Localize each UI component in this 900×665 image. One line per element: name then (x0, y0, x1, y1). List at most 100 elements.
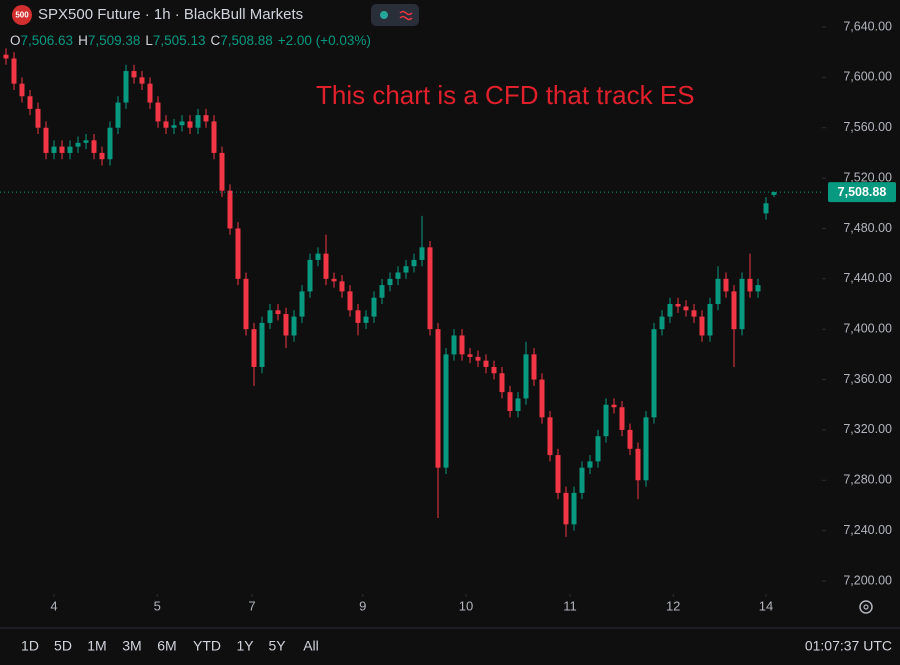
range-button[interactable]: 5D (54, 638, 72, 654)
candle-body (43, 127, 49, 153)
symbol-title: SPX500 Future · 1h · BlackBull Markets (38, 6, 303, 23)
range-button[interactable]: 1Y (236, 638, 254, 654)
candle-body (763, 203, 769, 214)
candle-body (219, 152, 225, 191)
candle-body (467, 354, 473, 357)
plot-area: 7,200.00 7,240.00 7,280.00 7,320.00 7,360.00… (0, 19, 896, 613)
candle-body (563, 492, 569, 525)
x-tick-label: 7 (248, 598, 255, 613)
range-button[interactable]: YTD (193, 638, 221, 654)
y-tick-label: 7,360.00 (843, 372, 892, 386)
candle-body (195, 115, 201, 128)
range-button[interactable]: 3M (122, 638, 141, 654)
candle-body (747, 278, 753, 292)
candle-body (75, 142, 81, 147)
market-open-dot (380, 11, 388, 19)
range-button[interactable]: 1M (87, 638, 106, 654)
y-tick-label: 7,320.00 (843, 422, 892, 436)
candle-body (499, 373, 505, 393)
candle-body (331, 278, 337, 282)
candle-body (579, 467, 585, 493)
candle-body (715, 278, 721, 304)
candle-body (411, 259, 417, 267)
candle-body (731, 291, 737, 330)
candle-body (587, 461, 593, 468)
candle-body (107, 127, 113, 160)
candle-body (203, 115, 209, 122)
candle-body (395, 272, 401, 279)
candle-body (683, 306, 689, 311)
status-pill[interactable] (371, 4, 419, 26)
ohlc-label: L (145, 33, 153, 48)
candle-body (531, 354, 537, 380)
candle-body (651, 329, 657, 418)
candle-body (507, 392, 513, 412)
range-button[interactable]: 1D (21, 638, 39, 654)
symbol-badge (12, 5, 32, 25)
x-tick-label: 4 (50, 598, 57, 613)
candle-body (435, 329, 441, 468)
ohlc-value: 7,506.63 (21, 33, 74, 48)
candle-body (699, 316, 705, 336)
x-tick-label: 5 (154, 598, 161, 613)
candle-body (739, 278, 745, 330)
candle-body (611, 404, 617, 408)
ohlc-row: O7,506.63 H7,509.38 L7,505.13 C7,508.88 +2.0… (10, 33, 371, 48)
last-price-label: 7,508.88 (838, 185, 887, 199)
candle-body (131, 71, 137, 78)
candle-body (707, 304, 713, 336)
settings-icon[interactable] (859, 600, 873, 614)
candle-body (403, 266, 409, 273)
y-tick-label: 7,640.00 (843, 19, 892, 33)
candle-body (523, 354, 529, 399)
candle-body (3, 54, 9, 59)
range-button[interactable]: All (303, 638, 319, 654)
clock: 01:07:37 UTC (805, 638, 892, 654)
candle-body (603, 404, 609, 437)
x-tick-label: 9 (359, 598, 366, 613)
candle-body (211, 121, 217, 153)
candle-body (51, 146, 57, 153)
ohlc-label: C (210, 33, 220, 48)
badge-text: 500 (15, 11, 29, 20)
ohlc-value: 7,505.13 (153, 33, 206, 48)
candle-body (99, 152, 105, 160)
candle-body (35, 108, 41, 128)
candle-body (363, 316, 369, 323)
candle-body (347, 291, 353, 311)
candle-body (547, 417, 553, 456)
candle-body (643, 417, 649, 481)
candle-body (667, 304, 673, 317)
candle-body (555, 455, 561, 493)
candle-body (659, 316, 665, 330)
y-tick-label: 7,480.00 (843, 221, 892, 235)
candle-body (227, 190, 233, 229)
candle-body (171, 125, 177, 128)
candle-body (11, 58, 17, 84)
y-tick-label: 7,400.00 (843, 321, 892, 335)
y-tick-label: 7,560.00 (843, 120, 892, 134)
candle-body (267, 310, 273, 323)
x-tick-label: 11 (563, 598, 577, 613)
candle-body (187, 121, 193, 128)
candle-body (339, 281, 345, 292)
candle-body (483, 360, 489, 367)
candle-body (147, 83, 153, 103)
candle-body (491, 366, 497, 374)
candle-body (283, 314, 289, 336)
y-tick-label: 7,440.00 (843, 271, 892, 285)
candle-body (595, 436, 601, 462)
range-button[interactable]: 5Y (268, 638, 286, 654)
candle-body (451, 335, 457, 355)
candle-body (307, 259, 313, 292)
candle-body (771, 192, 777, 195)
candle-body (515, 398, 521, 412)
candle-body (115, 102, 121, 128)
candle-body (59, 146, 65, 153)
candle-body (275, 310, 281, 315)
candle-body (627, 429, 633, 449)
range-button[interactable]: 6M (157, 638, 176, 654)
candle-body (19, 83, 25, 97)
